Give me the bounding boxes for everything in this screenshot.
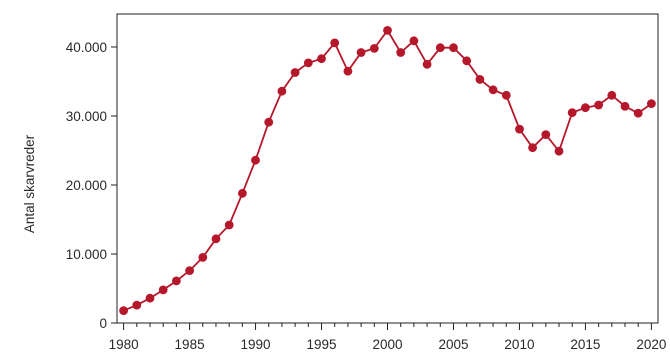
x-tick-label: 2015 bbox=[570, 337, 600, 352]
data-point bbox=[132, 300, 142, 310]
x-tick-label: 1995 bbox=[307, 337, 337, 352]
data-point bbox=[238, 188, 247, 198]
data-point bbox=[343, 66, 353, 76]
data-point bbox=[528, 143, 537, 153]
series-line bbox=[123, 28, 652, 312]
data-point bbox=[554, 146, 564, 156]
x-tick-label: 2005 bbox=[438, 337, 468, 352]
y-tick-label: 40.000 bbox=[66, 40, 107, 55]
series-layer bbox=[119, 26, 656, 315]
data-point bbox=[383, 26, 392, 35]
data-point bbox=[185, 266, 195, 275]
x-tick-label: 1985 bbox=[175, 337, 205, 352]
data-point bbox=[488, 85, 498, 95]
data-point bbox=[264, 117, 274, 127]
data-point bbox=[594, 100, 603, 110]
y-tick-label: 10.000 bbox=[66, 247, 107, 262]
y-tick-label: 20.000 bbox=[66, 178, 107, 193]
y-tick-label: 0 bbox=[99, 316, 107, 331]
x-axis: 1980 1985 1990 1995 2000 2005 2010 2015 2020 bbox=[109, 323, 666, 352]
data-point bbox=[633, 108, 643, 118]
data-point bbox=[435, 43, 445, 53]
plot-frame bbox=[116, 13, 659, 324]
x-tick-label: 2000 bbox=[372, 337, 402, 352]
series-points bbox=[119, 26, 656, 315]
data-point bbox=[607, 90, 617, 100]
data-point bbox=[290, 68, 300, 77]
data-point bbox=[515, 124, 524, 134]
data-point bbox=[145, 293, 155, 303]
data-point bbox=[581, 103, 590, 113]
data-point bbox=[449, 43, 458, 53]
data-point bbox=[251, 155, 260, 165]
x-tick-label: 2020 bbox=[636, 337, 666, 352]
data-point bbox=[330, 38, 340, 48]
data-point bbox=[277, 86, 287, 96]
data-point bbox=[501, 90, 511, 100]
data-point bbox=[356, 48, 366, 57]
x-tick-label: 2010 bbox=[504, 337, 534, 352]
data-point bbox=[369, 44, 379, 53]
data-point bbox=[198, 253, 208, 262]
data-point bbox=[224, 220, 234, 230]
data-point bbox=[422, 59, 432, 69]
data-point bbox=[647, 99, 656, 108]
data-point bbox=[409, 36, 419, 46]
data-point bbox=[303, 58, 313, 68]
data-point bbox=[475, 75, 485, 84]
data-point bbox=[119, 306, 128, 315]
y-tick-label: 30.000 bbox=[66, 109, 107, 124]
data-point bbox=[158, 285, 168, 295]
data-point bbox=[396, 48, 406, 57]
data-point bbox=[317, 54, 326, 64]
data-point bbox=[172, 276, 181, 286]
y-axis-title: Antal skarvreder bbox=[22, 134, 37, 233]
x-tick-label: 1980 bbox=[109, 337, 139, 352]
y-axis: 0 10.000 20.000 30.000 40.000 bbox=[66, 40, 117, 331]
data-point bbox=[567, 108, 577, 117]
data-point bbox=[620, 101, 630, 111]
data-point bbox=[541, 130, 551, 140]
data-point bbox=[462, 56, 472, 66]
x-tick-label: 1990 bbox=[241, 337, 271, 352]
axes-frame bbox=[116, 13, 659, 324]
data-point bbox=[211, 234, 221, 244]
